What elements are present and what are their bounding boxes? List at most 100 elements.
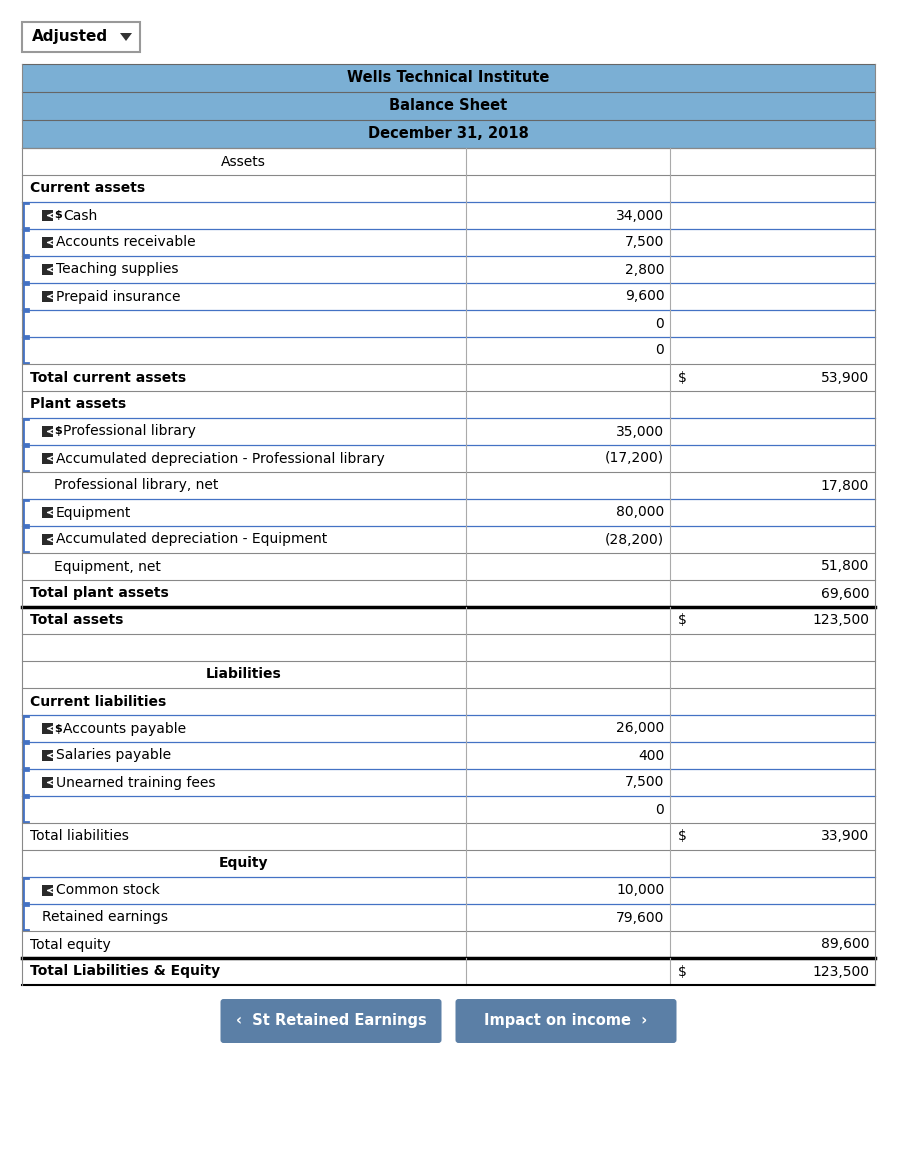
- Text: Equipment: Equipment: [56, 505, 131, 519]
- Text: 0: 0: [655, 803, 665, 817]
- Bar: [42, 534, 53, 545]
- Text: 2,800: 2,800: [625, 262, 665, 276]
- Text: Common stock: Common stock: [56, 883, 160, 897]
- Text: Teaching supplies: Teaching supplies: [56, 262, 178, 276]
- Bar: [22, 229, 875, 256]
- Text: 7,500: 7,500: [625, 235, 665, 249]
- Bar: [22, 904, 875, 931]
- Text: 33,900: 33,900: [821, 830, 869, 844]
- Text: 10,000: 10,000: [616, 883, 665, 897]
- Bar: [22, 472, 875, 498]
- Text: $: $: [54, 723, 62, 734]
- Text: Adjusted: Adjusted: [32, 29, 108, 44]
- Bar: [22, 202, 875, 229]
- Text: ‹  St Retained Earnings: ‹ St Retained Earnings: [236, 1013, 426, 1028]
- Text: 35,000: 35,000: [616, 425, 665, 439]
- Text: $: $: [678, 964, 688, 978]
- Text: Equity: Equity: [219, 856, 269, 870]
- Bar: [42, 750, 53, 760]
- Text: Accounts payable: Accounts payable: [63, 722, 186, 736]
- Text: Current liabilities: Current liabilities: [30, 695, 166, 709]
- Bar: [22, 498, 875, 526]
- Bar: [22, 364, 875, 391]
- Text: 7,500: 7,500: [625, 776, 665, 790]
- Text: 69,600: 69,600: [821, 586, 869, 600]
- Text: Professional library, net: Professional library, net: [54, 479, 218, 493]
- Bar: [22, 553, 875, 580]
- Bar: [22, 391, 875, 418]
- Text: Total Liabilities & Equity: Total Liabilities & Equity: [30, 964, 220, 978]
- Bar: [22, 823, 875, 849]
- Text: 34,000: 34,000: [616, 208, 665, 222]
- Text: 51,800: 51,800: [821, 559, 869, 573]
- Bar: [22, 337, 875, 364]
- Bar: [22, 742, 875, 769]
- Bar: [22, 256, 875, 283]
- Text: Prepaid insurance: Prepaid insurance: [56, 289, 181, 303]
- Text: Plant assets: Plant assets: [30, 398, 126, 412]
- Text: Accumulated depreciation - Equipment: Accumulated depreciation - Equipment: [56, 532, 327, 546]
- Bar: [22, 607, 875, 634]
- Bar: [22, 147, 875, 175]
- Bar: [42, 426, 53, 438]
- Bar: [42, 238, 53, 248]
- Text: $: $: [678, 371, 688, 385]
- Bar: [22, 958, 875, 985]
- Bar: [42, 264, 53, 275]
- Text: Salaries payable: Salaries payable: [56, 749, 171, 763]
- Text: 9,600: 9,600: [624, 289, 665, 303]
- Text: 89,600: 89,600: [821, 937, 869, 951]
- Text: Balance Sheet: Balance Sheet: [389, 98, 508, 113]
- Text: Liabilities: Liabilities: [206, 668, 282, 681]
- Text: 26,000: 26,000: [616, 722, 665, 736]
- Text: 400: 400: [638, 749, 665, 763]
- Text: 79,600: 79,600: [616, 910, 665, 924]
- Text: Total liabilities: Total liabilities: [30, 830, 129, 844]
- Bar: [22, 634, 875, 661]
- Bar: [22, 526, 875, 553]
- Text: 0: 0: [655, 344, 665, 358]
- Bar: [42, 723, 53, 734]
- Text: 53,900: 53,900: [821, 371, 869, 385]
- Text: Accounts receivable: Accounts receivable: [56, 235, 196, 249]
- Bar: [22, 715, 875, 742]
- Bar: [22, 445, 875, 472]
- Text: Total equity: Total equity: [30, 937, 111, 951]
- Bar: [22, 92, 875, 121]
- Bar: [22, 580, 875, 607]
- Polygon shape: [120, 33, 132, 41]
- Text: $: $: [54, 211, 62, 220]
- Bar: [42, 507, 53, 518]
- Text: Wells Technical Institute: Wells Technical Institute: [347, 70, 550, 85]
- Text: Current assets: Current assets: [30, 181, 145, 195]
- Bar: [42, 453, 53, 464]
- Text: 80,000: 80,000: [616, 505, 665, 519]
- Bar: [22, 64, 875, 92]
- Bar: [42, 209, 53, 221]
- Text: 123,500: 123,500: [812, 964, 869, 978]
- Text: December 31, 2018: December 31, 2018: [368, 126, 529, 142]
- Bar: [22, 121, 875, 147]
- Text: Equipment, net: Equipment, net: [54, 559, 161, 573]
- Bar: [22, 176, 875, 202]
- Text: 123,500: 123,500: [812, 613, 869, 627]
- Bar: [42, 291, 53, 302]
- Text: 17,800: 17,800: [821, 479, 869, 493]
- Text: Professional library: Professional library: [63, 425, 196, 439]
- Text: $: $: [678, 830, 688, 844]
- Bar: [42, 777, 53, 789]
- Text: Total assets: Total assets: [30, 613, 123, 627]
- FancyBboxPatch shape: [455, 999, 677, 1042]
- Bar: [22, 310, 875, 337]
- Bar: [22, 283, 875, 310]
- Text: $: $: [678, 613, 688, 627]
- Text: (28,200): (28,200): [605, 532, 665, 546]
- Text: $: $: [54, 427, 62, 436]
- Bar: [22, 661, 875, 688]
- Bar: [22, 418, 875, 445]
- Bar: [42, 885, 53, 896]
- Text: Retained earnings: Retained earnings: [42, 910, 168, 924]
- Text: Accumulated depreciation - Professional library: Accumulated depreciation - Professional …: [56, 452, 385, 466]
- Bar: [22, 688, 875, 715]
- Text: Impact on income  ›: Impact on income ›: [485, 1013, 647, 1028]
